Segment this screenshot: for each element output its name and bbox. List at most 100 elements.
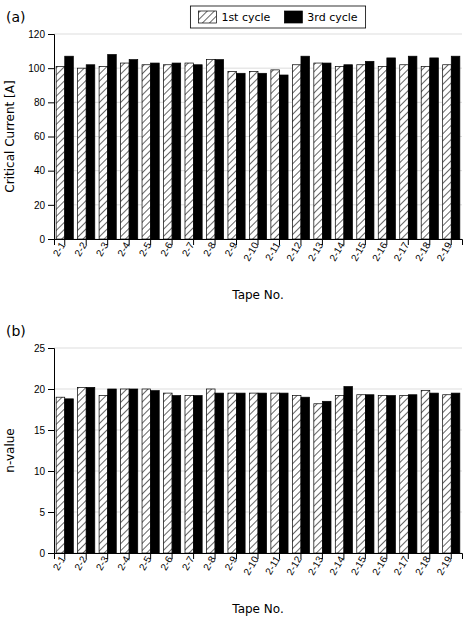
tick-label: 2-14 [327, 554, 347, 577]
tick-label: 2-9 [223, 554, 240, 572]
tick: 2-11 [263, 239, 282, 262]
tick: 2-15 [349, 553, 369, 577]
title: (a) [6, 9, 26, 25]
tick: 2-6 [158, 239, 175, 258]
legend-swatch [284, 11, 302, 23]
bars [56, 387, 460, 553]
bar [121, 63, 130, 239]
tick-mark [48, 171, 54, 172]
y-axis: 0510152025 [34, 343, 55, 559]
bar [279, 75, 288, 239]
tick-label: 2-1 [51, 240, 68, 258]
tick-label: 2-11 [263, 554, 282, 577]
bar-series [65, 387, 460, 553]
bar [344, 387, 353, 553]
grid-line [54, 34, 462, 35]
legend-label: 3rd cycle [307, 11, 357, 24]
tick-label: 2-8 [201, 240, 218, 258]
tick-mark [48, 471, 54, 472]
bar [378, 66, 387, 239]
tick: 2-9 [223, 553, 240, 572]
legend-item: 1st cycle [198, 11, 270, 24]
bar [301, 397, 310, 553]
tick-label: 20 [34, 384, 46, 395]
tick-label: 120 [28, 29, 45, 40]
bar [430, 393, 439, 553]
tick: 0 [39, 234, 54, 245]
tick-label: 2-3 [94, 240, 111, 258]
bar [400, 65, 409, 239]
bar [322, 63, 331, 239]
y-axis-label: Critical Current [A] [3, 80, 17, 192]
tick: 2-6 [158, 553, 175, 572]
bar [271, 70, 280, 239]
y-axis: 020406080100120 [28, 29, 54, 245]
tick: 2-4 [115, 553, 132, 572]
x-axis: 2-12-22-32-42-52-62-72-82-92-102-112-122… [51, 239, 463, 263]
tick-label: 2-15 [349, 554, 369, 577]
tick: 2-12 [284, 239, 304, 263]
tick-mark [48, 389, 54, 390]
tick-label: 2-11 [263, 240, 282, 263]
tick-label: 2-2 [72, 240, 89, 258]
tick-label: 2-13 [306, 554, 326, 577]
bar [357, 65, 366, 239]
tick: 2-5 [137, 553, 154, 572]
legend-label: 1st cycle [221, 11, 270, 24]
bar [151, 391, 160, 553]
axis-line [48, 35, 55, 240]
grid-line [54, 348, 462, 349]
tick: 2-14 [327, 239, 347, 263]
tick-label: 2-16 [370, 554, 390, 577]
tick: 2-5 [137, 239, 154, 258]
tick-label: 2-14 [327, 240, 347, 263]
x-axis-label: Tape No. [231, 288, 283, 302]
tick: 2-9 [223, 239, 240, 258]
bar [129, 389, 138, 553]
tick: 2-10 [241, 553, 261, 577]
tick-mark [48, 239, 54, 240]
tick-label: 2-17 [392, 240, 412, 263]
tick-label: 2-10 [241, 554, 261, 577]
tick-mark [48, 553, 54, 554]
tick: 120 [28, 29, 54, 40]
bar [258, 393, 267, 553]
tick-label: 10 [34, 466, 46, 477]
tick-label: 2-13 [306, 240, 326, 263]
tick-label: 2-18 [413, 554, 433, 577]
tick: 2-15 [349, 239, 369, 263]
bar [421, 391, 430, 553]
tick-label: 0 [39, 548, 45, 559]
tick-label: 2-7 [180, 240, 197, 258]
bar [164, 393, 173, 553]
tick-label: 2-7 [180, 554, 197, 572]
tick-mark [48, 68, 54, 69]
tick-label: 2-12 [284, 554, 304, 577]
bar [65, 56, 74, 239]
bar [258, 73, 267, 239]
tick-label: 0 [39, 234, 45, 245]
bar [151, 63, 160, 239]
tick-label: 2-1 [51, 554, 68, 572]
tick: 2-4 [115, 239, 132, 258]
tick-label: 2-5 [137, 554, 154, 572]
bar [194, 65, 203, 239]
title: (b) [6, 323, 26, 339]
x-axis: 2-12-22-32-42-52-62-72-82-92-102-112-122… [51, 553, 463, 577]
bar [237, 393, 246, 553]
tick-label: 2-4 [115, 554, 132, 572]
bar [164, 65, 173, 239]
tick-label: 40 [34, 165, 46, 176]
tick-mark [48, 205, 54, 206]
bar [65, 399, 74, 553]
bar [443, 65, 452, 239]
bar [185, 396, 194, 553]
tick: 2-1 [51, 553, 68, 572]
tick-label: 2-16 [370, 240, 390, 263]
bar [78, 387, 87, 553]
bar [335, 66, 344, 239]
bar [185, 63, 194, 239]
bar [206, 389, 215, 553]
tick-label: 2-19 [434, 554, 454, 577]
tick-mark [48, 348, 54, 349]
